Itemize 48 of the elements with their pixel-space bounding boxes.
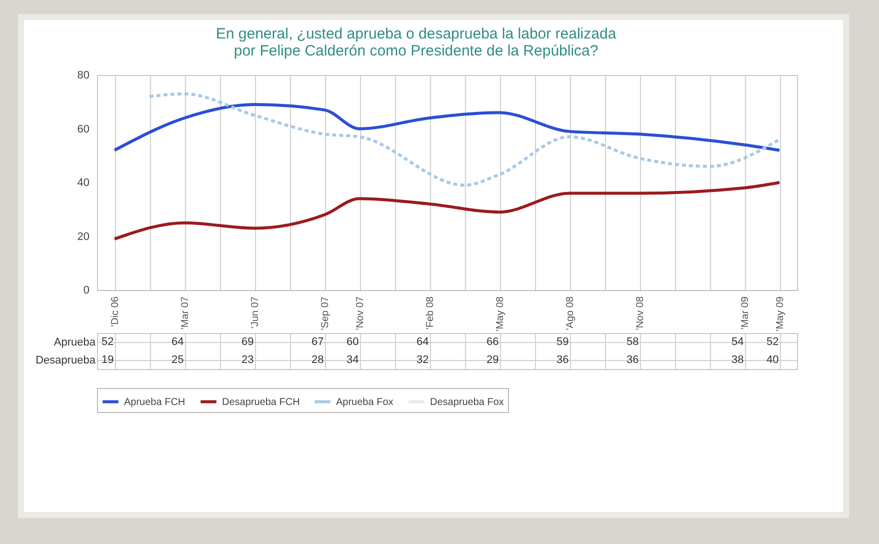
x-tick-label: 'Feb 08: [425, 296, 436, 330]
data-label: 58: [626, 336, 639, 348]
data-label: 23: [242, 354, 254, 366]
chart-title: En general, ¿usted aprueba o desaprueba la labor realizada por Felipe Calderón como Presidente de la República?: [216, 26, 617, 60]
data-label: 36: [626, 354, 639, 366]
data-label: 64: [416, 336, 429, 348]
x-tick-label: 'Mar 09: [740, 296, 751, 330]
data-label: 67: [312, 336, 324, 348]
x-tick-label: 'Mar 07: [180, 296, 191, 330]
x-tick-label: 'Dic 06: [110, 296, 121, 327]
x-tick-label: 'Nov 07: [355, 296, 366, 330]
x-tick-label: 'Jun 07: [250, 296, 261, 328]
data-label: 40: [766, 354, 779, 366]
data-label: 19: [102, 354, 114, 366]
text: Desaprueba: [36, 354, 96, 366]
data-label: 38: [732, 354, 744, 366]
legend-label: Desaprueba Fox: [430, 396, 504, 408]
line-series: [148, 92, 781, 187]
y-tick-label: 80: [77, 70, 90, 82]
line-series: [113, 103, 781, 152]
data-label: 29: [486, 354, 499, 366]
data-label: 69: [242, 336, 254, 348]
data-label: 60: [346, 336, 359, 348]
y-tick-label: 60: [77, 123, 90, 136]
data-label: 25: [172, 354, 184, 366]
data-label: 28: [312, 354, 324, 366]
data-label: 32: [416, 354, 429, 366]
text: Aprueba: [54, 336, 96, 348]
legend-label: Aprueba FCH: [124, 396, 186, 408]
legend-label: Aprueba Fox: [336, 396, 394, 408]
data-label: 64: [172, 336, 184, 348]
legend-label: Desaprueba FCH: [222, 396, 300, 408]
data-label: 52: [102, 336, 114, 348]
x-tick-label: 'Ago 08: [565, 296, 576, 330]
data-label: 34: [346, 354, 359, 366]
x-tick-label: 'Sep 07: [320, 296, 331, 330]
x-tick-label: 'Nov 08: [635, 296, 646, 330]
data-label: 66: [486, 336, 499, 348]
line-series: [113, 181, 781, 240]
y-tick-label: 20: [77, 230, 90, 243]
x-tick-label: 'May 08: [495, 296, 506, 332]
data-label: 52: [766, 336, 779, 348]
x-tick-label: 'May 09: [775, 296, 786, 332]
data-label: 59: [556, 336, 569, 348]
data-label: 36: [556, 354, 569, 366]
y-tick-label: 40: [77, 177, 90, 189]
y-tick-label: 0: [83, 284, 90, 296]
data-label: 54: [732, 336, 744, 348]
